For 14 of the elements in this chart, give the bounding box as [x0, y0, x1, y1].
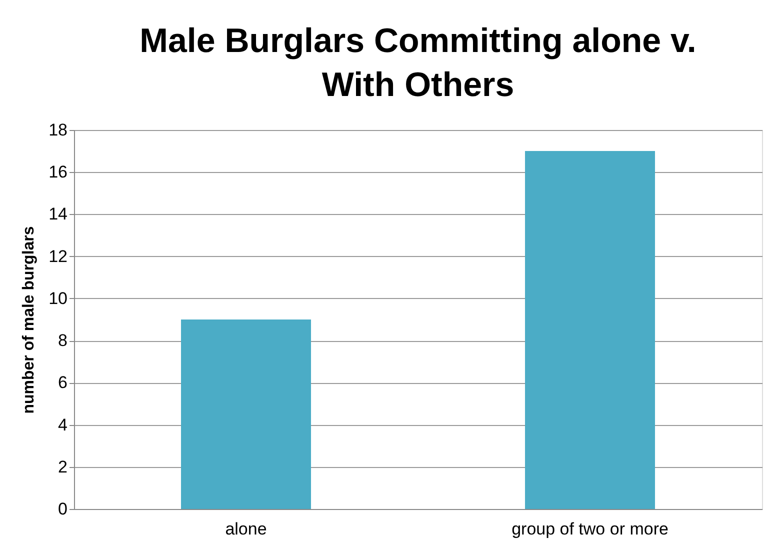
y-tick-label: 0: [58, 500, 68, 518]
y-tick-label: 16: [48, 162, 68, 182]
y-tick-label: 14: [48, 204, 68, 224]
y-axis-title: number of male burglars: [20, 226, 38, 414]
x-tick-label: group of two or more: [512, 520, 668, 538]
y-tick-label: 18: [48, 120, 68, 140]
y-tick-label: 10: [48, 288, 68, 308]
y-tick-label: 8: [58, 331, 68, 350]
y-tick-label: 12: [48, 246, 68, 266]
x-tick-label: alone: [225, 520, 267, 538]
y-tick-label: 6: [58, 373, 68, 392]
y-tick-label: 4: [58, 415, 68, 434]
chart-title: Male Burglars Committing alone v. With Others: [140, 22, 696, 104]
y-tick-label: 2: [58, 457, 68, 476]
